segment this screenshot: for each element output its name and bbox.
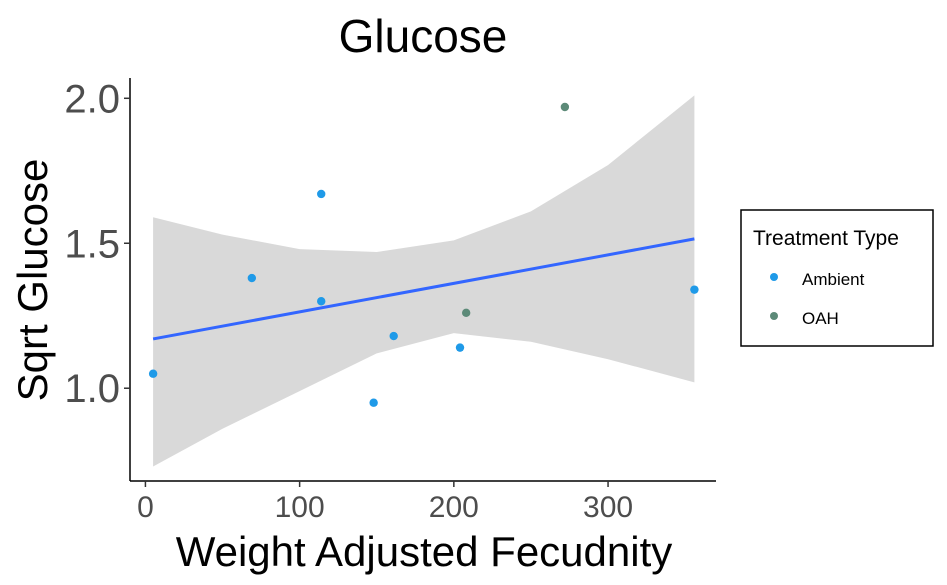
point-ambient-4	[369, 398, 378, 407]
y-tick-label: 1.0	[64, 367, 120, 411]
data-points	[148, 102, 699, 407]
x-axis-title: Weight Adjusted Fecudnity	[176, 528, 673, 575]
plot-area	[148, 95, 699, 467]
legend-swatch-oah	[770, 312, 778, 320]
point-ambient-7	[690, 285, 699, 294]
confidence-band	[153, 95, 695, 467]
y-axis-ticks: 1.0 1.5 2.0	[64, 77, 130, 411]
legend-label-ambient: Ambient	[802, 270, 865, 289]
legend: Treatment Type Ambient OAH	[740, 209, 934, 347]
legend-swatch-ambient	[770, 273, 778, 281]
x-tick-label: 100	[275, 491, 325, 524]
point-ambient-1	[247, 273, 257, 283]
legend-label-oah: OAH	[802, 309, 839, 328]
y-tick-label: 1.5	[64, 222, 120, 266]
legend-title: Treatment Type	[753, 227, 899, 250]
point-oah-0	[461, 308, 471, 318]
point-ambient-2	[317, 189, 326, 199]
point-oah-1	[560, 102, 570, 112]
x-tick-label: 200	[429, 491, 479, 524]
point-ambient-6	[455, 343, 465, 352]
chart-title: Glucose	[339, 10, 508, 62]
x-tick-label: 0	[137, 491, 154, 524]
y-axis-title: Sqrt Glucose	[9, 159, 56, 402]
y-tick-label: 2.0	[64, 77, 120, 121]
regression-line	[152, 237, 695, 341]
point-ambient-5	[389, 331, 398, 341]
point-ambient-3	[317, 297, 326, 306]
x-axis-ticks: 0 100 200 300	[137, 481, 633, 524]
x-tick-label: 300	[583, 491, 633, 524]
point-ambient-0	[148, 369, 158, 378]
